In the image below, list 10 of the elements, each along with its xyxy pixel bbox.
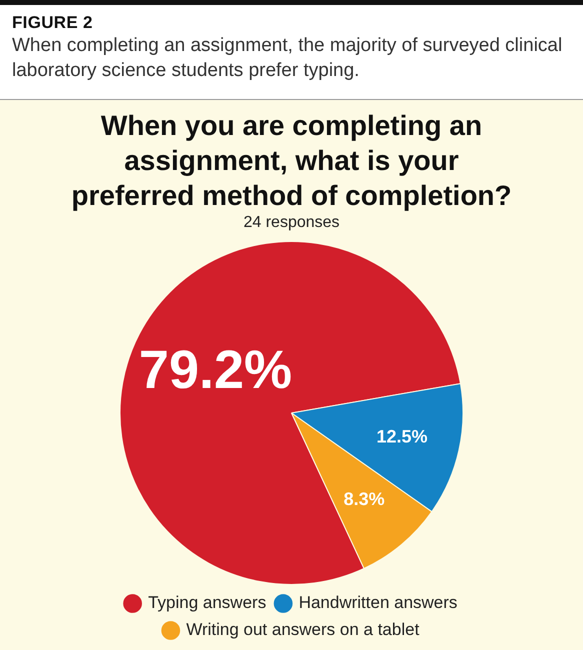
caption: FIGURE 2 [12, 13, 94, 33]
data-label: 12.5% [376, 426, 428, 447]
legend-label: Writing out answers on a tablet [186, 620, 420, 640]
data-label: 79.2% [138, 340, 292, 400]
legend-label: Handwritten answers [298, 593, 458, 612]
chart-subtitle: 24 responses [242, 213, 341, 233]
legend-label: Typing answers [148, 593, 266, 612]
text: When completing an assignment, the majority of surveyed clinical laboratory science students prefer typing. [12, 34, 564, 83]
chart-title: When you are completing an assignment, what is your preferred method of completion? [70, 109, 513, 213]
data-label: 8.3% [344, 488, 385, 509]
